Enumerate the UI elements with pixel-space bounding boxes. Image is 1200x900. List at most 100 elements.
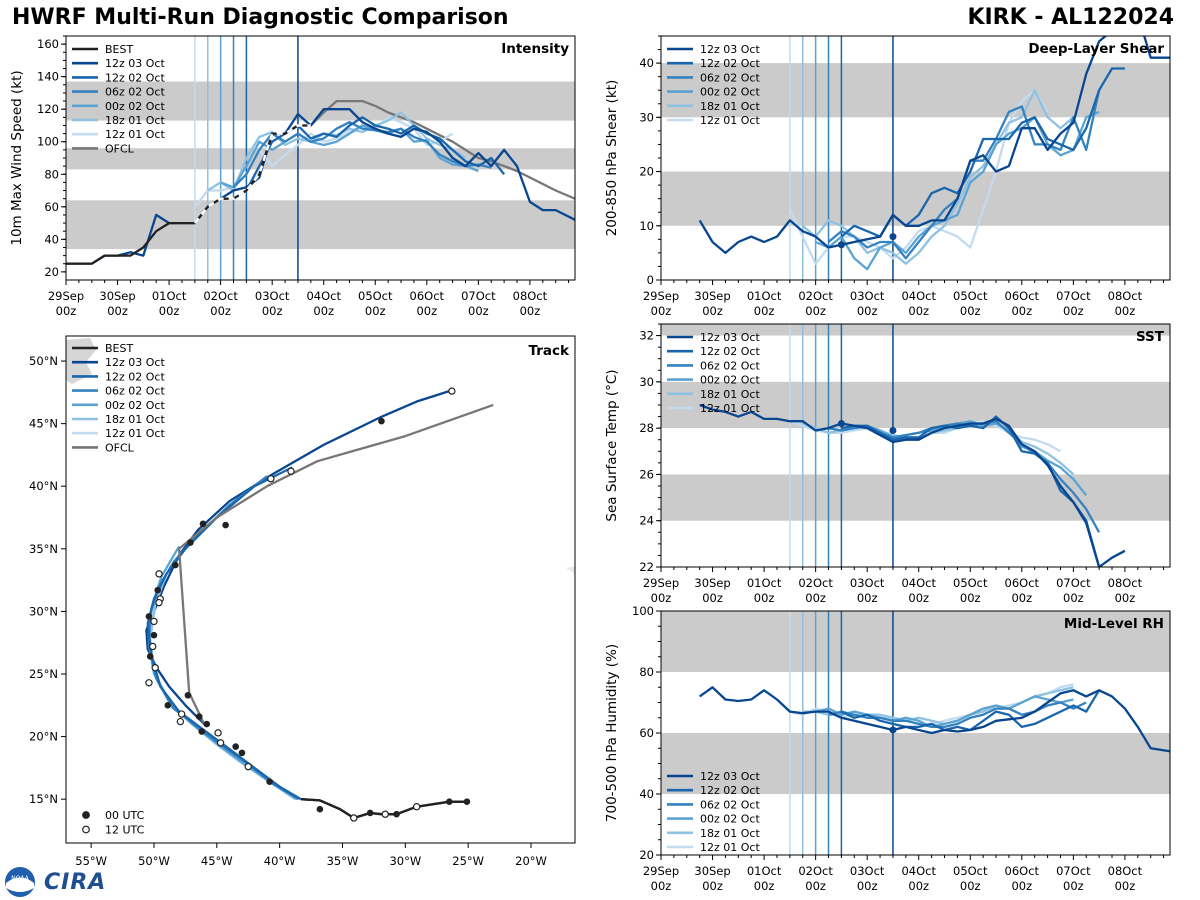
shear-legend-label: 06z 02 Oct (700, 71, 760, 84)
sst-init-marker-0 (837, 420, 845, 428)
shear-xtick-label: 00z (651, 304, 672, 318)
shear-legend-label: 12z 03 Oct (700, 43, 760, 56)
shear-xtick-label: 00z (908, 304, 929, 318)
rh-xtick-label: 00z (805, 879, 826, 893)
track-legend-label: 12z 03 Oct (105, 356, 165, 369)
rh-ytick-label: 40 (639, 787, 654, 801)
track-point-00utc (146, 653, 154, 660)
track-point-00utc (463, 798, 471, 805)
track-xtick-label: 40°W (264, 854, 296, 868)
track-map-area (66, 338, 575, 822)
intensity-series-18z-01-Oct (207, 111, 467, 192)
intensity-legend-label: OFCL (105, 142, 135, 155)
rh-series-12z-02-Oct (840, 689, 1101, 732)
intensity-ytick-label: 160 (37, 37, 59, 51)
sst-xtick-label: 08Oct (1108, 576, 1143, 590)
rh-xtick-label: 29Sep (643, 864, 679, 878)
track-point-00utc (164, 701, 172, 709)
track-frame (65, 335, 576, 844)
intensity-xtick-label: 01Oct (152, 289, 187, 303)
intensity-band-0 (66, 200, 575, 250)
shear-xtick-label: 00z (960, 304, 981, 318)
track-point-12utc (149, 642, 157, 651)
cira-logo-text: CIRA (44, 869, 107, 895)
track-series-OFCL (177, 403, 494, 725)
track-ytick-label: 30°N (29, 604, 58, 618)
shear-xtick-label: 30Sep (694, 289, 730, 303)
sst-legend-label: 12z 02 Oct (700, 345, 760, 358)
sst-xtick-label: 00z (960, 591, 981, 605)
intensity-xtick-label: 00z (416, 304, 437, 318)
shear-xtick-label: 00z (1115, 304, 1136, 318)
sst-legend-label: 00z 02 Oct (700, 374, 760, 387)
shear-xtick-label: 06Oct (1005, 289, 1040, 303)
panel-track: 55°W 50°W 45°W 40°W 35°W 30°W 25°W 20°W 15°N 20°N… (29, 335, 576, 868)
track-point-00utc (316, 805, 324, 813)
track-point-12utc (150, 617, 158, 626)
intensity-xtick-label: 00z (365, 304, 386, 318)
intensity-xtick-label: 07Oct (461, 289, 496, 303)
panel-sst: 29Sep00z30Sep00z01Oct00z02Oct00z03Oct00z… (604, 323, 1171, 605)
shear-ytick-label: 10 (639, 219, 654, 233)
shear-xtick-label: 04Oct (901, 289, 936, 303)
shear-legend-label: 00z 02 Oct (700, 86, 760, 99)
track-point-12utc (267, 475, 275, 483)
intensity-xtick-label: 00z (159, 304, 180, 318)
track-point-12utc (412, 802, 421, 811)
rh-xtick-label: 07Oct (1056, 864, 1091, 878)
track-legend-label: 12z 02 Oct (105, 370, 165, 383)
sst-xtick-label: 00z (1063, 591, 1084, 605)
rh-series-00z-02-Oct (815, 695, 1074, 729)
rh-xtick-label: 03Oct (850, 864, 885, 878)
track-ytick-label: 25°N (29, 667, 58, 681)
intensity-series-OFCL (309, 99, 575, 200)
track-point-12utc (350, 814, 358, 822)
shear-xtick-label: 00z (702, 304, 723, 318)
intensity-legend-label: 12z 01 Oct (105, 128, 165, 141)
sst-xtick-label: 03Oct (850, 576, 885, 590)
sst-xtick-label: 00z (702, 591, 723, 605)
track-point-12utc (145, 679, 153, 687)
rh-legend-label: 00z 02 Oct (700, 813, 760, 826)
sst-ytick-label: 32 (639, 329, 654, 343)
intensity-ytick-label: 40 (44, 232, 59, 246)
track-xtick-label: 20°W (515, 854, 547, 868)
track-point-12utc (177, 710, 186, 718)
track-point-00utc (222, 521, 229, 529)
rh-xtick-label: 00z (754, 879, 775, 893)
sst-xtick-label: 06Oct (1005, 576, 1040, 590)
sst-plot-area (661, 324, 1170, 567)
rh-xtick-label: 00z (702, 879, 723, 893)
shear-xtick-label: 05Oct (953, 289, 988, 303)
sst-xtick-label: 01Oct (747, 576, 782, 590)
track-marker-legend-label: 00 UTC (105, 809, 145, 822)
intensity-xtick-label: 29Sep (48, 289, 84, 303)
sst-ytick-label: 22 (639, 560, 654, 574)
sst-xtick-label: 00z (651, 591, 672, 605)
rh-ytick-label: 60 (639, 726, 654, 740)
track-point-12utc (287, 467, 295, 475)
shear-ytick-label: 30 (639, 110, 654, 124)
sst-xtick-label: 00z (805, 591, 826, 605)
track-title: Track (529, 343, 570, 359)
shear-ytick-label: 40 (639, 56, 654, 70)
rh-ytick-label: 100 (632, 604, 654, 618)
track-best-line-top (300, 798, 467, 820)
track-ytick-label: 50°N (29, 354, 58, 368)
noaa-logo-icon: NOAA (5, 867, 35, 897)
rh-xtick-label: 02Oct (798, 864, 833, 878)
intensity-xtick-label: 00z (520, 304, 541, 318)
track-point-00utc (238, 749, 246, 757)
rh-xtick-label: 30Sep (694, 864, 730, 878)
shear-xtick-label: 00z (857, 304, 878, 318)
shear-legend-label: 12z 01 Oct (700, 114, 760, 127)
rh-legend-label: 12z 03 Oct (700, 770, 760, 783)
rh-legend-label: 18z 01 Oct (700, 827, 760, 840)
intensity-plot-area (66, 36, 575, 280)
sst-xtick-label: 02Oct (798, 576, 833, 590)
track-series-18z-01-Oct (149, 573, 297, 801)
track-point-00utc (203, 720, 211, 728)
rh-ylabel: 700-500 hPa Humidity (%) (604, 644, 620, 822)
sst-ytick-label: 24 (639, 514, 654, 528)
